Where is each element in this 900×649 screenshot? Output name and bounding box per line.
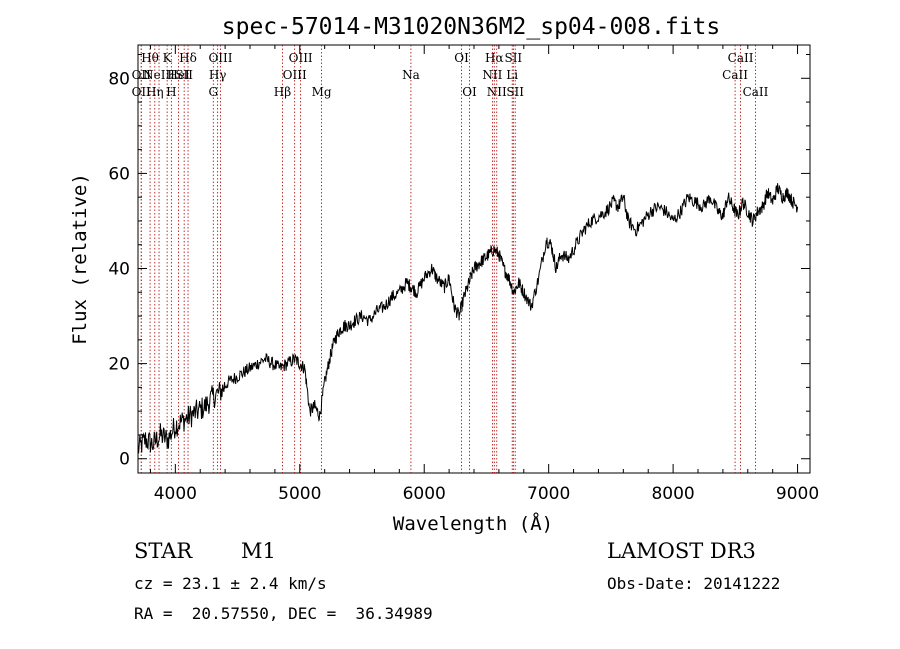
spectral-line-label: G <box>208 85 218 99</box>
spectral-line-label: NeIII <box>143 68 175 82</box>
coordinates: RA = 20.57550, DEC = 36.34989 <box>134 604 433 623</box>
spectral-line-label: NII <box>482 68 502 82</box>
spectral-line-label: SII <box>504 51 522 65</box>
spectral-line-label: Hγ <box>209 68 227 82</box>
spectral-line-label: SII <box>175 68 193 82</box>
spectral-line-label: Hδ <box>179 51 197 65</box>
spectral-line-label: OIII <box>208 51 232 65</box>
survey-name: LAMOST DR3 <box>607 539 756 563</box>
spectral-line-label: OI <box>462 85 477 99</box>
x-tick-label: 7000 <box>527 484 570 504</box>
redshift-readout: cz = 23.1 ± 2.4 km/s <box>134 574 327 593</box>
spectral-line-label: CaII <box>743 85 769 99</box>
spectral-line-label: Na <box>402 68 420 82</box>
x-axis-ticks: 4000 5000 6000 7000 8000 9000 <box>149 45 819 504</box>
spectral-line-label: OII <box>132 85 152 99</box>
spectral-line-label: SII <box>506 85 524 99</box>
spectral-line-label: CaII <box>728 51 754 65</box>
spectral-line-label: OI <box>454 51 469 65</box>
y-axis-ticks: 0 20 40 60 80 <box>108 54 810 470</box>
y-tick-label: 40 <box>108 260 130 280</box>
x-tick-label: 6000 <box>403 484 446 504</box>
chart-title: spec-57014-M31020N36M2_sp04-008.fits <box>222 14 721 40</box>
spectral-line-label: Hθ <box>141 51 159 65</box>
spectral-line-label: OIII <box>283 68 307 82</box>
spectral-line-label: CaII <box>722 68 748 82</box>
spectral-line-label: K <box>163 51 173 65</box>
spectral-line-label: HeI <box>167 68 190 82</box>
y-tick-label: 80 <box>108 69 130 89</box>
spectral-line-label: OIII <box>289 51 313 65</box>
obs-date: Obs-Date: 20141222 <box>607 574 781 593</box>
y-tick-label: 0 <box>119 450 130 470</box>
x-tick-label: 9000 <box>776 484 819 504</box>
spectral-line-markers <box>140 45 756 473</box>
object-subclass: M1 <box>241 539 276 563</box>
x-axis-label: Wavelength (Å) <box>393 512 553 535</box>
spectral-line-label: Hβ <box>274 85 291 99</box>
x-tick-label: 8000 <box>651 484 694 504</box>
x-tick-label: 4000 <box>154 484 197 504</box>
spectral-line-label: H <box>166 85 176 99</box>
spectral-line-label: Mg <box>312 85 332 99</box>
y-axis-label: Flux (relative) <box>69 173 91 345</box>
y-tick-label: 60 <box>108 164 130 184</box>
spectral-line-label: Hα <box>485 51 504 65</box>
object-class: STAR <box>134 539 193 563</box>
spectral-line-label: Li <box>506 68 518 82</box>
x-tick-label: 5000 <box>278 484 321 504</box>
spectral-line-label: NII <box>487 85 507 99</box>
plot-frame <box>137 44 811 474</box>
spectral-line-label: Hη <box>146 85 164 99</box>
spectrum-series-line <box>137 183 799 454</box>
y-tick-label: 20 <box>108 355 130 375</box>
